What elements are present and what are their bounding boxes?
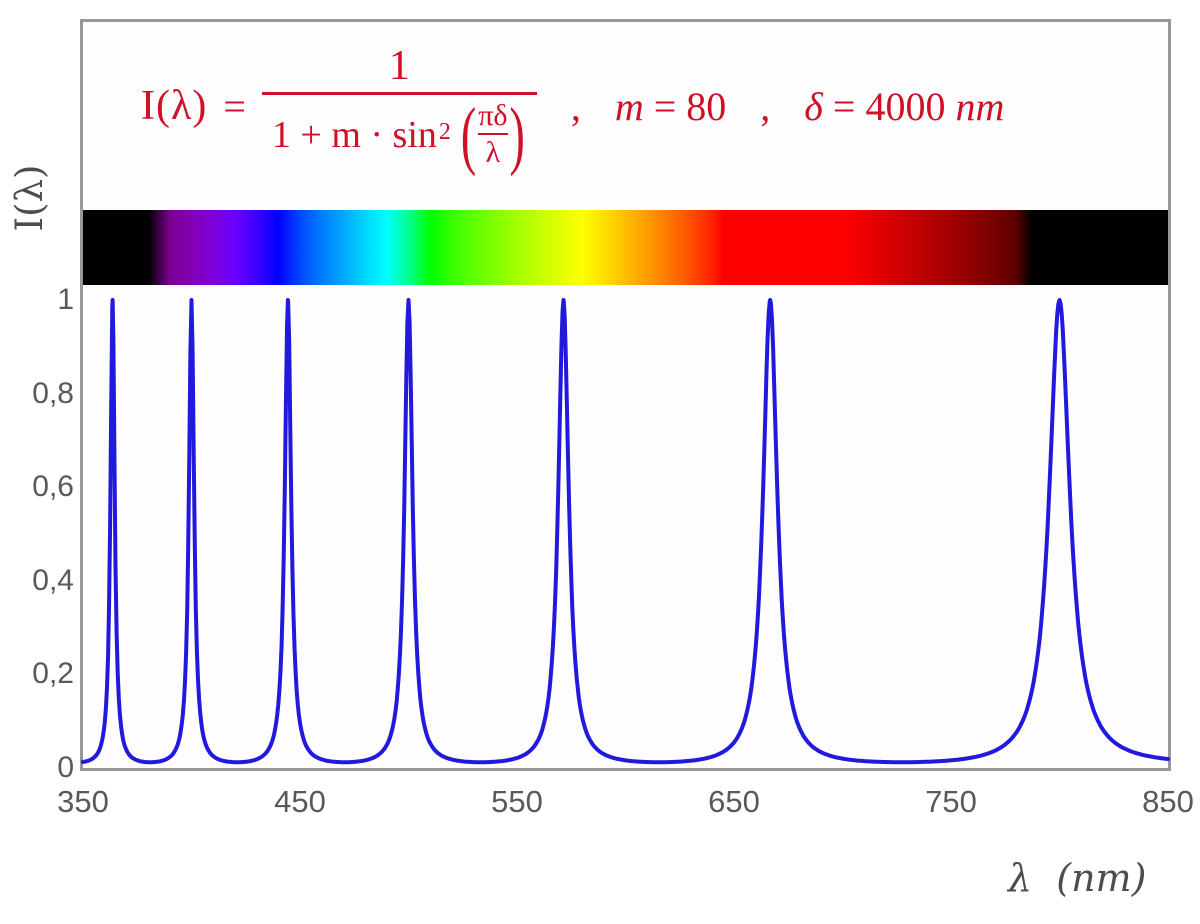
x-tick-750: 750 xyxy=(925,784,977,819)
param-delta: δ = 4000 nm xyxy=(804,83,1004,130)
formula-denominator: 1 + m · sin 2 ( πδ λ ) xyxy=(262,92,537,176)
separator-comma-1: , xyxy=(570,83,581,129)
x-tick-450: 450 xyxy=(274,784,326,819)
fraction-bar xyxy=(261,92,537,96)
x-tick-650: 650 xyxy=(708,784,760,819)
param-m-var: m xyxy=(614,83,644,129)
spectrum-bar xyxy=(83,210,1168,285)
left-paren: ( xyxy=(460,92,477,177)
inner-denominator: λ xyxy=(485,136,501,170)
y-tick-1: 1 xyxy=(57,283,74,316)
y-tick-0-6: 0,6 xyxy=(32,470,74,503)
y-tick-0-4: 0,4 xyxy=(32,564,74,597)
formula-numerator: 1 xyxy=(388,42,410,89)
x-tick-550: 550 xyxy=(491,784,543,819)
sin-exponent: 2 xyxy=(438,119,451,146)
param-m-value: = 80 xyxy=(643,83,727,129)
inner-numerator: πδ xyxy=(478,99,508,133)
formula-lhs: I(λ) xyxy=(141,83,208,129)
y-tick-0-8: 0,8 xyxy=(32,377,74,410)
right-paren: ) xyxy=(509,92,525,177)
param-delta-var: δ xyxy=(804,83,823,129)
param-m: m = 80 xyxy=(615,83,726,130)
formula-fraction: 1 1 + m · sin 2 ( πδ λ ) xyxy=(261,42,537,177)
airy-formula: I(λ) = 1 1 + m · sin 2 ( πδ λ ) xyxy=(141,22,1004,190)
denominator-one-plus: 1 + xyxy=(271,113,332,156)
param-delta-unit: nm xyxy=(955,83,1005,129)
inner-fraction-bar xyxy=(478,133,508,136)
denominator-dot-sin: · sin xyxy=(360,113,437,156)
y-tick-0: 0 xyxy=(57,751,74,784)
y-axis-title: I(λ) xyxy=(8,164,51,232)
y-tick-0-2: 0,2 xyxy=(32,657,74,690)
param-delta-value: = 4000 xyxy=(822,83,956,129)
denominator-m: m xyxy=(331,113,361,156)
x-axis-title: λ (nm) xyxy=(1008,856,1147,900)
inner-fraction: πδ λ xyxy=(478,99,508,170)
separator-comma-2: , xyxy=(760,83,771,129)
transmission-curve xyxy=(81,298,1170,765)
formula-equals: = xyxy=(223,83,246,129)
x-tick-850: 850 xyxy=(1142,784,1194,819)
plot-frame: I(λ) = 1 1 + m · sin 2 ( πδ λ ) xyxy=(81,22,1170,768)
x-tick-350: 350 xyxy=(57,784,109,819)
